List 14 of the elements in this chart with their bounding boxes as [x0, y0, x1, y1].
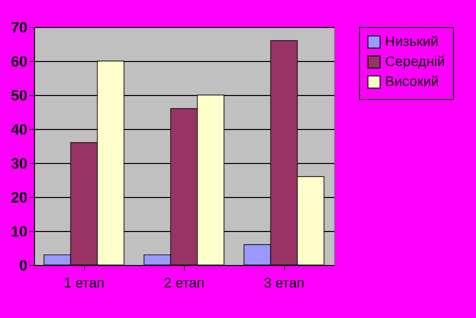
y-tick-label: 30 — [10, 156, 28, 172]
x-tick-label: 2 етап — [164, 274, 204, 290]
legend-label: Середній — [385, 53, 445, 69]
y-tick-label: 50 — [10, 88, 28, 104]
y-tick-label: 0 — [19, 258, 28, 274]
x-tick-label: 3 етап — [264, 274, 304, 290]
y-tick-label: 70 — [10, 20, 28, 36]
y-tick-label: 40 — [10, 122, 28, 138]
x-tick-label: 1 етап — [64, 274, 104, 290]
legend-label: Високий — [385, 73, 439, 89]
legend-label: Низький — [385, 33, 438, 49]
y-tick-label: 60 — [10, 54, 28, 70]
y-tick-label: 20 — [10, 190, 28, 206]
y-tick-label: 10 — [10, 224, 28, 240]
